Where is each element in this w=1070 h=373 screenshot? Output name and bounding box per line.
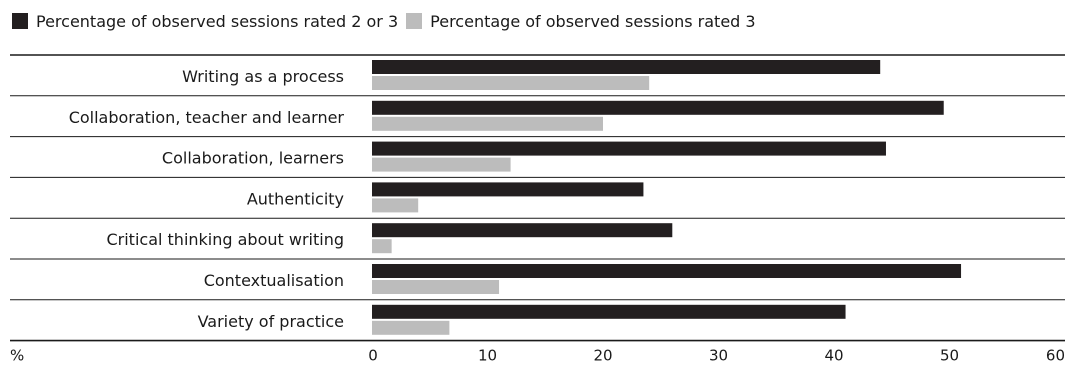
category-label-authenticity: Authenticity: [247, 189, 344, 208]
legend: Percentage of observed sessions rated 2 …: [12, 10, 764, 32]
x-tick-label-20: 20: [593, 347, 612, 365]
bar-rated-2-or-3-critical-thinking-about-writing: [372, 223, 673, 238]
category-label-collaboration-teacher-and-learner: Collaboration, teacher and learner: [69, 108, 345, 127]
x-tick-label-50: 50: [940, 347, 959, 365]
bar-rated-3-collaboration-learners: [372, 157, 511, 172]
bar-rated-3-variety-of-practice: [372, 320, 450, 335]
x-axis-unit-label: %: [10, 347, 24, 365]
bar-rated-2-or-3-collaboration-learners: [372, 141, 886, 156]
bar-rated-3-contextualisation: [372, 280, 500, 294]
category-label-contextualisation: Contextualisation: [204, 271, 344, 290]
bar-rated-2-or-3-collaboration-teacher-and-learner: [372, 100, 944, 115]
category-label-variety-of-practice: Variety of practice: [198, 312, 344, 331]
category-label-collaboration-learners: Collaboration, learners: [162, 149, 344, 168]
category-label-critical-thinking-about-writing: Critical thinking about writing: [106, 230, 344, 249]
bar-rated-3-writing-as-a-process: [372, 76, 650, 90]
bar-rated-2-or-3-writing-as-a-process: [372, 60, 881, 74]
x-tick-label-40: 40: [824, 347, 843, 365]
bar-rated-3-collaboration-teacher-and-learner: [372, 116, 603, 131]
bar-rated-2-or-3-contextualisation: [372, 264, 962, 278]
bar-rated-2-or-3-variety-of-practice: [372, 304, 846, 319]
x-tick-label-0: 0: [368, 347, 378, 365]
x-tick-label-10: 10: [478, 347, 497, 365]
legend-item-rated-3: Percentage of observed sessions rated 3: [406, 11, 756, 31]
bar-rated-3-authenticity: [372, 198, 419, 213]
x-tick-label-30: 30: [709, 347, 728, 365]
bar-rated-2-or-3-authenticity: [372, 182, 644, 197]
legend-label-rated-3: Percentage of observed sessions rated 3: [430, 11, 756, 31]
legend-swatch-rated-3: [406, 13, 423, 29]
x-tick-label-60: 60: [1046, 347, 1065, 365]
category-label-writing-as-a-process: Writing as a process: [182, 67, 344, 86]
bar-rated-3-critical-thinking-about-writing: [372, 239, 392, 254]
legend-swatch-rated-2-or-3: [12, 13, 28, 29]
legend-item-rated-2-or-3: Percentage of observed sessions rated 2 …: [12, 12, 398, 31]
legend-label-rated-2-or-3: Percentage of observed sessions rated 2 …: [36, 11, 399, 31]
